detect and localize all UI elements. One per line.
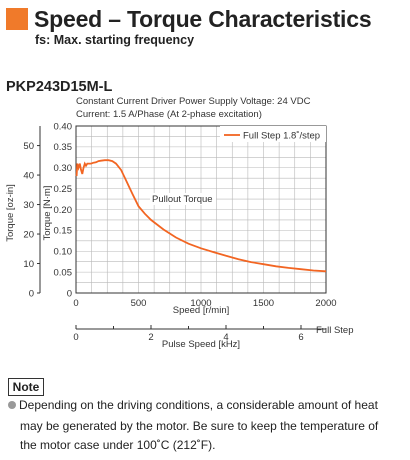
y-tick-label: 0.40 [54,121,73,132]
title-accent-square [6,8,28,30]
page-subtitle: fs: Max. starting frequency [35,33,195,47]
x2-axis-label: Pulse Speed [kHz] [162,339,240,350]
y2-tick-label: 20 [23,229,34,240]
x2-tick-label: 0 [73,332,78,343]
y-tick-label: 0.05 [54,267,73,278]
note-label: Note [8,378,44,396]
driver-conditions: Constant Current Driver Power Supply Vol… [76,96,311,107]
x-tick-label: 1000 [190,298,211,309]
y2-tick-label: 40 [23,170,34,181]
torque-curve [75,159,327,273]
y-tick-label: 0.10 [54,247,73,258]
y2-tick-label: 10 [23,259,34,270]
y-tick-label: 0.35 [54,142,73,153]
speed-torque-chart: 00.050.100.150.200.250.300.350.40 010203… [5,121,354,350]
y-axis-label: Torque [N·m] [42,186,53,241]
x2-tick-label: 6 [298,332,303,343]
legend-label: Full Step 1.8˚/step [243,131,320,142]
x-tick-label: 0 [73,298,78,309]
y2-tick-label: 0 [29,288,34,299]
note-line-3: the motor case under 100˚C (212˚F). [20,438,216,452]
y-tick-label: 0.30 [54,163,73,174]
y2-tick-label: 50 [23,141,34,152]
y-tick-label: 0.15 [54,226,73,237]
y2-axis-ticks: 0 10 20 30 40 50 [23,126,41,299]
note-text-1: Depending on the driving conditions, a c… [19,398,378,412]
note-line-2: may be generated by the motor. Be sure t… [20,419,379,433]
bullet-icon [8,401,16,409]
y-tick-label: 0 [67,288,72,299]
x2-axis: 0 2 4 6 [73,325,326,343]
full-step-label: Full Step [316,325,354,336]
x-tick-label: 1500 [253,298,274,309]
current-conditions: Current: 1.5 A/Phase (At 2-phase excitat… [76,109,262,120]
y-tick-label: 0.25 [54,184,73,195]
y-tick-label: 0.20 [54,205,73,216]
x-tick-label: 500 [131,298,147,309]
pullout-annotation: Pullout Torque [150,193,216,205]
x-axis-ticks: 0 500 1000 1500 2000 [73,298,336,309]
legend-box [220,126,326,142]
x-axis-label: Speed [r/min] [173,305,230,316]
title-row: Speed – Torque Characteristics [4,4,372,34]
y2-axis-label: Torque [oz-in] [5,184,16,242]
page-title: Speed – Torque Characteristics [34,5,372,32]
model-name: PKP243D15M-L [6,79,113,95]
note-line-1: Depending on the driving conditions, a c… [8,398,378,412]
chart-legend: Full Step 1.8˚/step [220,126,326,142]
x2-tick-label: 2 [148,332,153,343]
x2-tick-label: 4 [223,332,228,343]
y2-tick-label: 30 [23,200,34,211]
x-tick-label: 2000 [315,298,336,309]
y-axis-ticks: 0 0.05 0.10 0.15 0.20 0.25 0.30 0.35 0.40 [54,121,73,299]
plot-frame [75,125,327,294]
pullout-torque-label: Pullout Torque [152,194,213,205]
